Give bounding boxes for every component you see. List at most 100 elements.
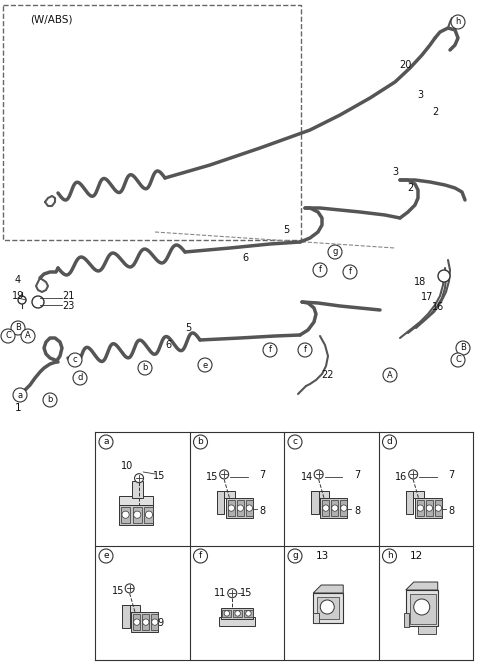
Circle shape — [13, 388, 27, 402]
Text: b: b — [48, 396, 53, 404]
Text: C: C — [5, 331, 11, 340]
Circle shape — [138, 361, 152, 375]
Text: 8: 8 — [449, 506, 455, 516]
Text: 1: 1 — [15, 403, 21, 413]
Text: A: A — [25, 331, 31, 340]
Text: 15: 15 — [240, 589, 252, 598]
Text: f: f — [268, 346, 272, 354]
Circle shape — [246, 610, 251, 616]
Text: 8: 8 — [260, 506, 266, 516]
Circle shape — [133, 511, 141, 518]
FancyBboxPatch shape — [418, 626, 436, 634]
Text: 16: 16 — [395, 472, 407, 482]
Text: 18: 18 — [414, 277, 426, 287]
Polygon shape — [313, 585, 343, 593]
Circle shape — [383, 435, 396, 449]
FancyBboxPatch shape — [435, 500, 442, 516]
Circle shape — [220, 470, 228, 479]
FancyBboxPatch shape — [331, 500, 338, 516]
FancyBboxPatch shape — [133, 507, 142, 523]
Circle shape — [328, 245, 342, 259]
FancyBboxPatch shape — [132, 612, 158, 632]
FancyBboxPatch shape — [244, 610, 253, 617]
Circle shape — [43, 393, 57, 407]
Circle shape — [383, 549, 396, 563]
Circle shape — [198, 358, 212, 372]
Circle shape — [298, 343, 312, 357]
Circle shape — [32, 296, 44, 308]
Text: f: f — [348, 267, 351, 277]
Text: 7: 7 — [449, 470, 455, 480]
Text: 4: 4 — [15, 275, 21, 285]
FancyBboxPatch shape — [222, 610, 231, 617]
Text: c: c — [72, 356, 77, 364]
Circle shape — [21, 329, 35, 343]
FancyBboxPatch shape — [317, 597, 339, 619]
FancyBboxPatch shape — [417, 500, 424, 516]
Text: c: c — [292, 438, 298, 446]
Circle shape — [99, 435, 113, 449]
FancyBboxPatch shape — [233, 610, 242, 617]
Text: 16: 16 — [432, 302, 444, 312]
Circle shape — [193, 435, 207, 449]
FancyBboxPatch shape — [313, 613, 319, 623]
Circle shape — [451, 15, 465, 29]
Circle shape — [68, 353, 82, 367]
Circle shape — [323, 505, 329, 511]
Circle shape — [145, 511, 153, 518]
Text: g: g — [292, 551, 298, 561]
Text: 20: 20 — [399, 60, 411, 70]
Text: C: C — [455, 356, 461, 364]
FancyBboxPatch shape — [217, 491, 224, 515]
Text: 14: 14 — [300, 472, 313, 482]
FancyBboxPatch shape — [226, 498, 253, 518]
Text: 19: 19 — [12, 291, 24, 301]
Text: 2: 2 — [407, 183, 413, 193]
Text: 11: 11 — [214, 589, 227, 598]
FancyBboxPatch shape — [406, 491, 424, 498]
FancyBboxPatch shape — [219, 617, 255, 626]
Circle shape — [320, 600, 334, 614]
Circle shape — [134, 473, 144, 483]
Text: a: a — [103, 438, 109, 446]
Text: 3: 3 — [417, 90, 423, 100]
Circle shape — [152, 619, 158, 625]
Text: B: B — [460, 344, 466, 352]
Circle shape — [343, 265, 357, 279]
Text: 13: 13 — [315, 551, 329, 561]
FancyBboxPatch shape — [220, 608, 253, 619]
Text: d: d — [386, 438, 392, 446]
Text: 12: 12 — [410, 551, 423, 561]
FancyBboxPatch shape — [122, 605, 141, 612]
Circle shape — [314, 470, 323, 479]
Circle shape — [125, 584, 134, 593]
FancyBboxPatch shape — [122, 605, 130, 628]
Circle shape — [417, 505, 423, 511]
Circle shape — [408, 470, 418, 479]
Circle shape — [288, 549, 302, 563]
Circle shape — [228, 505, 235, 511]
Circle shape — [235, 610, 240, 616]
Circle shape — [438, 270, 450, 282]
Text: 21: 21 — [62, 291, 74, 301]
Circle shape — [237, 505, 243, 511]
Circle shape — [143, 619, 149, 625]
Text: 5: 5 — [283, 225, 289, 235]
FancyBboxPatch shape — [121, 507, 130, 523]
Text: h: h — [386, 551, 392, 561]
Circle shape — [435, 505, 442, 511]
Circle shape — [451, 353, 465, 367]
Text: a: a — [17, 390, 23, 400]
FancyBboxPatch shape — [312, 491, 329, 498]
Text: 7: 7 — [260, 470, 266, 480]
Circle shape — [456, 341, 470, 355]
FancyBboxPatch shape — [340, 500, 348, 516]
Polygon shape — [406, 582, 438, 590]
Circle shape — [332, 505, 338, 511]
FancyBboxPatch shape — [322, 500, 329, 516]
Text: B: B — [15, 323, 21, 332]
FancyBboxPatch shape — [246, 500, 253, 516]
FancyBboxPatch shape — [312, 491, 319, 515]
FancyBboxPatch shape — [142, 614, 149, 630]
FancyBboxPatch shape — [228, 500, 235, 516]
